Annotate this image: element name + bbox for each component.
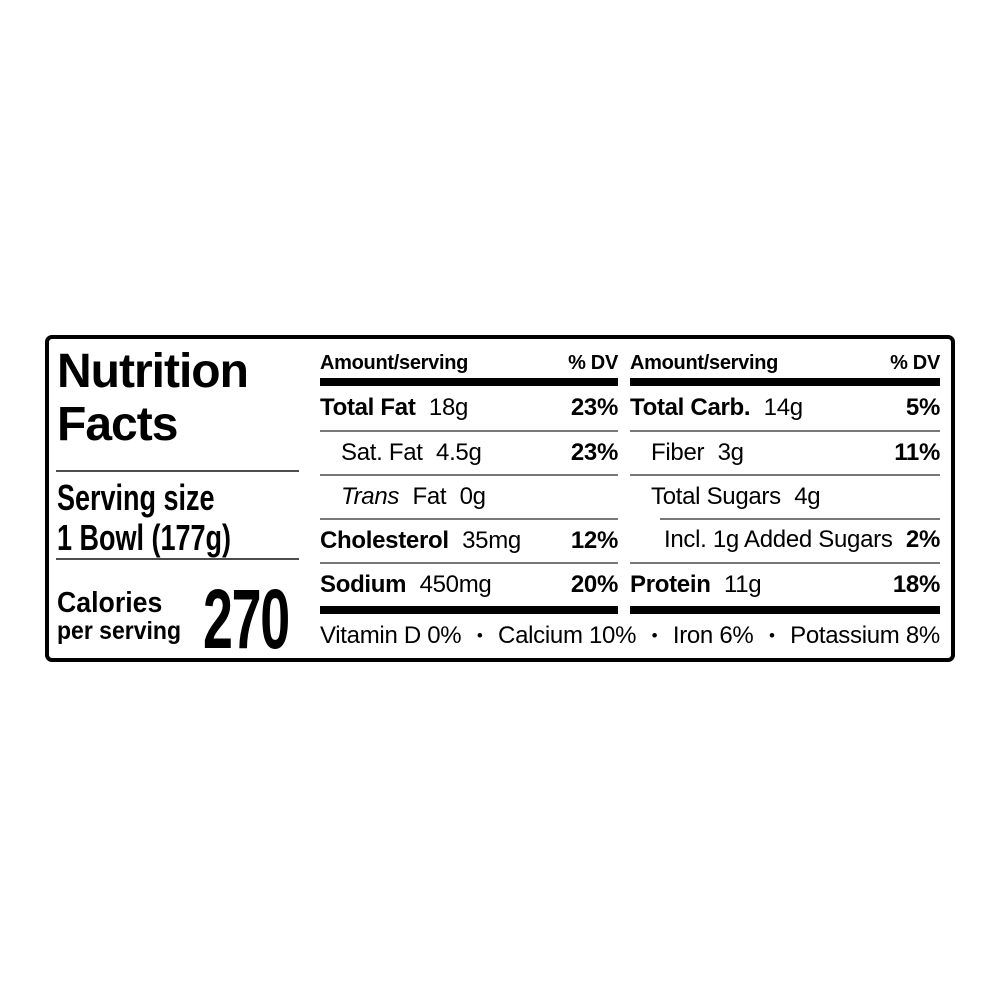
nutrient-name: Total Sugars xyxy=(651,483,781,510)
thick-rule xyxy=(320,378,618,386)
row-sodium: Sodium 450mg 20% xyxy=(320,562,618,606)
serving-size-block: Serving size 1 Bowl (177g) xyxy=(57,478,231,558)
nutrient-name: Total Fat xyxy=(320,394,416,421)
nutrient-name-italic: Trans xyxy=(341,483,400,510)
nutrient-dv: 20% xyxy=(570,571,618,598)
bullet-separator: • xyxy=(651,626,658,645)
row-added-sugars: Incl. 1g Added Sugars 2% xyxy=(630,518,940,562)
bullet-separator: • xyxy=(476,626,483,645)
calories-per-serving-label: per serving xyxy=(57,617,181,645)
nutrient-amount: 18g xyxy=(428,394,469,421)
nutrient-label: Sodium 450mg xyxy=(320,571,492,599)
row-total-fat: Total Fat 18g 23% xyxy=(320,386,618,430)
column-header: Amount/serving % DV xyxy=(320,339,618,378)
label-title-line2: Facts xyxy=(57,398,178,451)
nutrient-amount: 4.5g xyxy=(436,439,482,466)
divider xyxy=(56,470,299,472)
nutrient-label: Sat. Fat 4.5g xyxy=(341,439,482,467)
nutrient-name: Cholesterol xyxy=(320,527,449,554)
nutrient-name: Sodium xyxy=(320,571,407,598)
nutrient-label: Cholesterol 35mg xyxy=(320,527,521,555)
row-cholesterol: Cholesterol 35mg 12% xyxy=(320,518,618,562)
thick-rule xyxy=(320,606,618,614)
amount-per-serving-header: Amount/serving xyxy=(320,352,469,374)
nutrient-label: Trans Fat 0g xyxy=(341,483,486,511)
nutrient-name: Sat. Fat xyxy=(341,439,423,466)
calcium-value: Calcium 10% xyxy=(498,621,637,649)
divider xyxy=(660,518,940,520)
nutrient-label: Total Carb. 14g xyxy=(630,394,803,422)
label-title-line1: Nutrition xyxy=(57,345,249,398)
nutrient-dv: 5% xyxy=(905,394,940,421)
serving-size-label: Serving size xyxy=(57,477,215,518)
bullet-separator: • xyxy=(768,626,775,645)
row-fiber: Fiber 3g 11% xyxy=(630,430,940,474)
row-protein: Protein 11g 18% xyxy=(630,562,940,606)
percent-dv-header: % DV xyxy=(890,352,940,374)
nutrient-name: Fat xyxy=(412,483,447,510)
nutrient-dv: 18% xyxy=(892,571,940,598)
nutrient-amount: 450mg xyxy=(419,571,492,598)
nutrient-name: Protein xyxy=(630,571,711,598)
nutrient-dv: 23% xyxy=(570,394,618,421)
calories-value: 270 xyxy=(203,572,290,666)
nutrition-facts-label: Nutrition Facts Serving size 1 Bowl (177… xyxy=(45,335,955,662)
divider xyxy=(56,558,299,560)
nutrient-name: Total Carb. xyxy=(630,394,751,421)
amount-per-serving-header: Amount/serving xyxy=(630,352,779,374)
calories-label: Calories xyxy=(57,587,163,619)
nutrient-amount: 11g xyxy=(723,571,762,598)
vitamin-d-value: Vitamin D 0% xyxy=(320,621,462,649)
nutrient-name: Fiber xyxy=(651,439,705,466)
nutrient-label: Fiber 3g xyxy=(651,439,744,467)
nutrient-amount: 0g xyxy=(459,483,486,510)
column-carbs-protein: Amount/serving % DV Total Carb. 14g 5% F… xyxy=(630,339,940,614)
percent-dv-header: % DV xyxy=(568,352,618,374)
nutrient-label: Total Sugars 4g xyxy=(651,483,821,511)
thick-rule xyxy=(630,378,940,386)
nutrient-label: Incl. 1g Added Sugars xyxy=(664,526,893,554)
nutrient-label: Protein 11g xyxy=(630,571,762,599)
nutrient-amount: 4g xyxy=(794,483,821,510)
nutrient-dv: 11% xyxy=(894,439,940,466)
nutrient-dv: 12% xyxy=(570,527,618,554)
row-total-carb: Total Carb. 14g 5% xyxy=(630,386,940,430)
nutrient-label: Total Fat 18g xyxy=(320,394,468,422)
nutrient-amount: 35mg xyxy=(462,527,521,554)
nutrient-name: Incl. 1g Added Sugars xyxy=(664,526,893,553)
row-sat-fat: Sat. Fat 4.5g 23% xyxy=(320,430,618,474)
label-title: Nutrition Facts xyxy=(57,345,249,451)
nutrient-amount: 14g xyxy=(763,394,803,421)
column-header: Amount/serving % DV xyxy=(630,339,940,378)
iron-value: Iron 6% xyxy=(672,621,754,649)
serving-size-value: 1 Bowl (177g) xyxy=(57,517,232,558)
potassium-value: Potassium 8% xyxy=(790,621,940,649)
thick-rule xyxy=(630,606,940,614)
row-trans-fat: Trans Fat 0g xyxy=(320,474,618,518)
row-total-sugars: Total Sugars 4g xyxy=(630,474,940,518)
micronutrients-row: Vitamin D 0% • Calcium 10% • Iron 6% • P… xyxy=(320,613,940,658)
nutrient-amount: 3g xyxy=(717,439,744,466)
column-fats-sodium: Amount/serving % DV Total Fat 18g 23% Sa… xyxy=(320,339,618,614)
nutrient-dv: 2% xyxy=(905,526,940,553)
calories-block: Calories per serving xyxy=(57,588,181,644)
nutrient-dv: 23% xyxy=(570,439,618,466)
